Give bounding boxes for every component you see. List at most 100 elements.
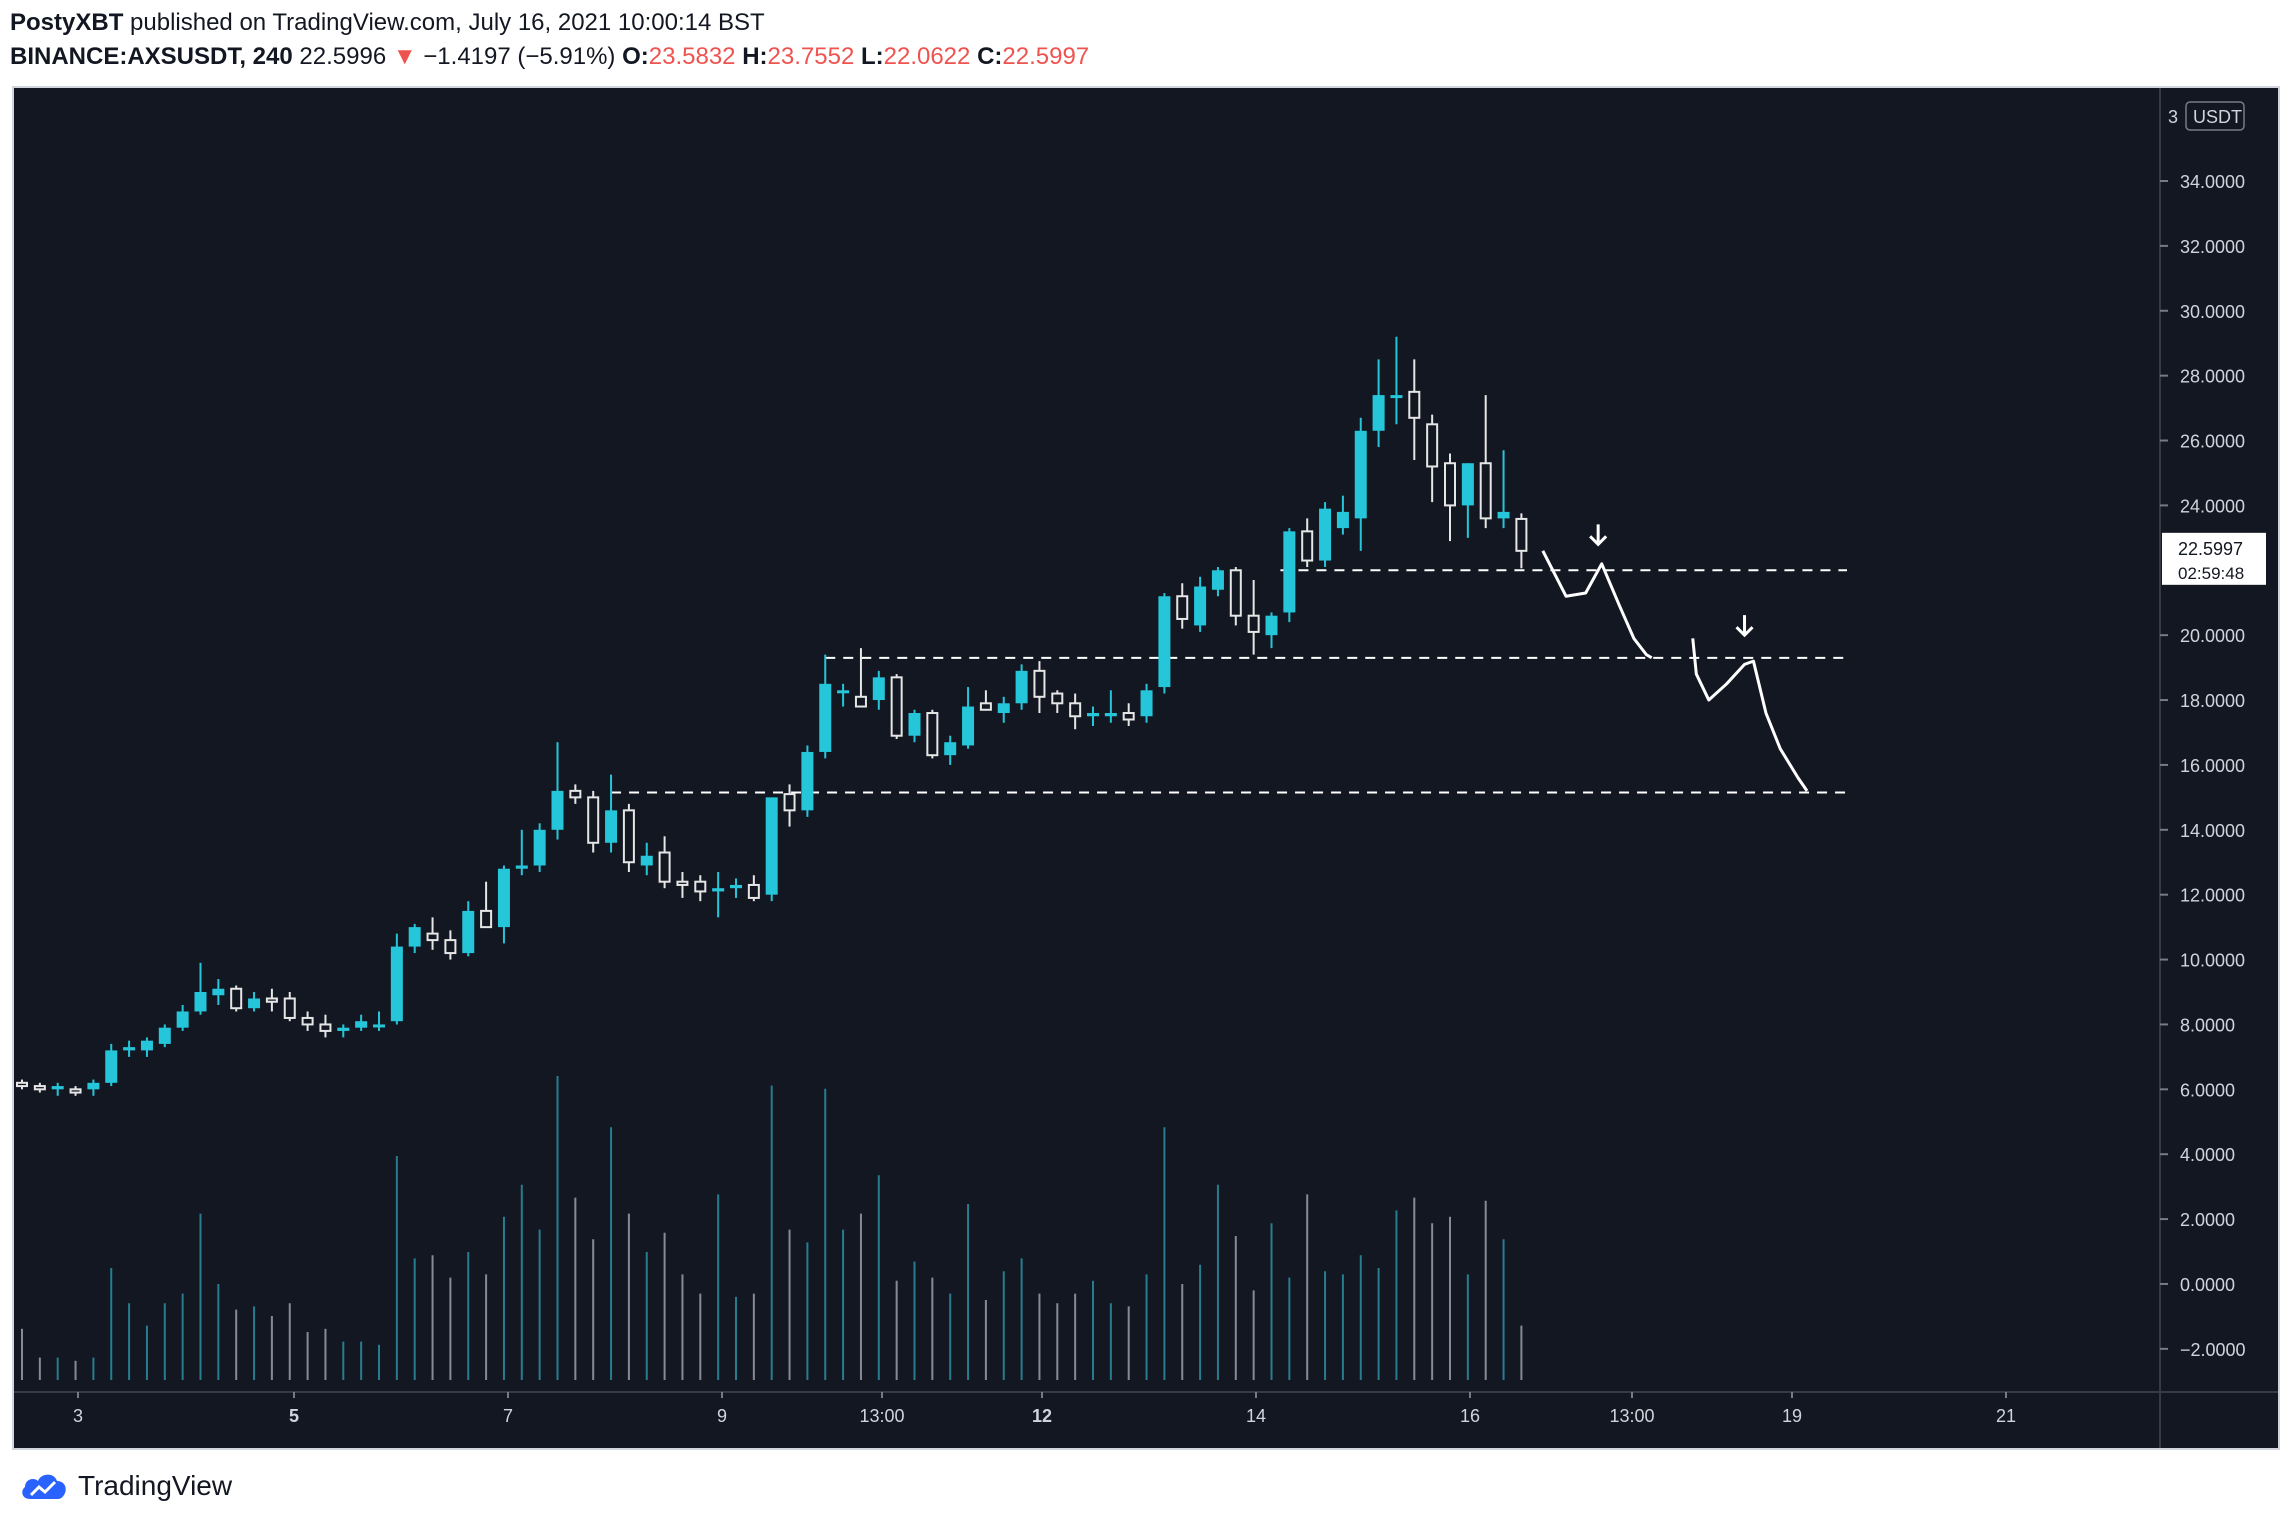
candle-body [1408,390,1421,419]
current-price-badge [2162,532,2266,585]
candle-body [390,946,403,1022]
candle-body [1051,692,1064,705]
y-tick-label: 28.0000 [2180,367,2245,387]
y-tick-label: 3 [2168,107,2178,127]
price-change: −1.4197 (−5.91%) [423,43,616,70]
candle-body [1336,511,1349,529]
candle-body [1515,517,1528,552]
candle-body [819,683,832,752]
down-arrow-icon: ▼ [392,43,417,70]
candle-body [1461,463,1474,506]
candle-body [1176,595,1189,620]
down-arrow-icon [1735,615,1754,638]
footer: TradingView [20,1466,232,1506]
candle-body [33,1085,46,1091]
x-tick-label: 14 [1246,1406,1266,1426]
brand-name[interactable]: TradingView [78,1470,233,1501]
candle-body [1015,670,1028,704]
candle-body [1283,531,1296,613]
candle-body [1301,530,1314,562]
candle-body [1479,462,1492,520]
candle-body [712,888,725,892]
y-tick-label: 20.0000 [2180,626,2245,646]
candle-body [1372,395,1385,431]
candle-body [1140,690,1153,717]
candle-body [1122,712,1135,721]
candle-body [747,883,760,899]
y-tick-label: 32.0000 [2180,237,2245,257]
candle-body [658,851,671,883]
y-tick-label: 12.0000 [2180,886,2245,906]
y-tick-label: 8.0000 [2180,1015,2235,1035]
candle-body [979,702,992,711]
x-tick-label: 21 [1996,1406,2016,1426]
tradingview-cloud-logo-icon[interactable] [20,1469,68,1503]
candle-body [497,868,510,928]
high-label: H: [742,43,768,70]
x-tick-label: 5 [289,1406,299,1426]
candle-body [16,1081,28,1088]
low-value: 22.0622 [883,43,971,70]
candle-body [301,1016,314,1026]
candle-body [319,1023,332,1032]
candle-body [515,865,528,869]
candle-body [230,987,243,1010]
current-price-label: 22.5997 [2178,539,2243,559]
candle-body [551,790,564,830]
candle-body [480,909,493,929]
open-label: O: [622,43,649,70]
candle-body [1444,462,1456,507]
low-label: L: [860,43,884,70]
candle-body [158,1027,171,1044]
x-tick-label: 3 [73,1406,83,1426]
candle-body [123,1047,136,1051]
y-tick-label: 0.0000 [2180,1275,2235,1295]
candle-body [676,880,689,886]
candle-body [462,910,475,954]
author-name[interactable]: PostyXBT [10,9,124,36]
ohlc-legend: BINANCE:AXSUSDT, 240 22.5996 ▼ −1.4197 (… [10,42,1089,72]
projection-path-1 [1541,550,1653,660]
candle-body [801,751,814,811]
chart-panel[interactable]: 34.0000 32.0000 30.0000 28.0000 26.0000 24.00… [12,86,2280,1450]
y-tick-label: 4.0000 [2180,1145,2235,1165]
candle-body [837,690,850,694]
y-tick-label: 34.0000 [2180,172,2245,192]
candle-body [69,1088,82,1094]
candle-body [1211,570,1224,590]
candle-body [1247,614,1260,633]
candle-body [426,932,439,942]
candle-body [605,810,618,843]
high-value: 23.7552 [767,43,855,70]
candle-body [248,998,261,1009]
candle-body [1194,586,1207,626]
candle-body [444,939,457,955]
candle-body [872,677,885,701]
candle-body [408,927,421,947]
y-tick-label: −2.0000 [2180,1340,2246,1360]
candle-body [730,884,742,889]
publish-date: published on TradingView.com, July 16, 2… [130,9,765,36]
candle-body [373,1024,385,1028]
candle-body [1265,615,1278,636]
y-tick-label: 16.0000 [2180,756,2245,776]
price-chart[interactable]: 34.000032.000030.000028.000026.000024.00… [14,88,2278,1448]
projection-path-2 [1691,638,1809,792]
candle-body [533,829,546,866]
y-tick-label: 30.0000 [2180,302,2245,322]
candle-body [1033,669,1046,698]
candle-body [783,793,796,812]
candle-body [890,676,903,737]
candle-body [1087,713,1099,717]
currency-badge [2185,101,2245,131]
y-tick-label: 18.0000 [2180,691,2245,711]
close-value: 22.5997 [1002,43,1090,70]
candle-body [105,1050,118,1083]
close-label: C: [977,43,1003,70]
candle-body [1426,423,1439,468]
candle-body [140,1040,153,1051]
x-tick-label: 13:00 [1609,1406,1654,1426]
candle-body [355,1021,368,1028]
x-tick-label: 16 [1460,1406,1480,1426]
candle-body [1354,430,1367,519]
